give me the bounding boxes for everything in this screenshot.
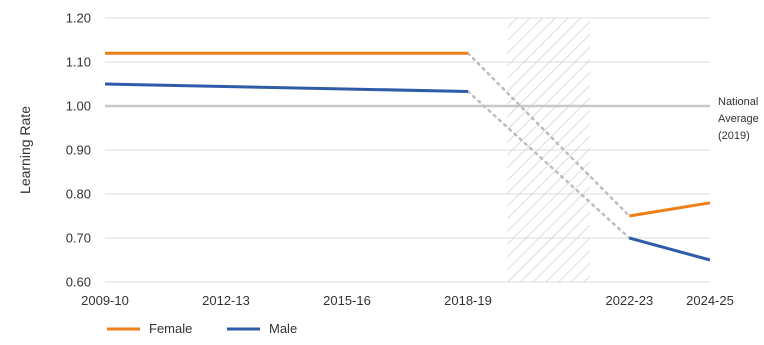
legend: Female Male [107,321,297,336]
x-tick-label: 2015-16 [323,293,371,308]
series-line-male [628,236,711,262]
legend-label-male: Male [269,321,297,336]
gap-connectors [466,51,631,240]
legend-label-female: Female [149,321,192,336]
y-tick-label: 0.60 [66,275,91,290]
reference-label-line: (2019) [718,130,750,142]
shaded-period [507,18,590,282]
series-line-male [104,82,469,93]
series-lines [104,51,711,262]
y-tick-label: 1.10 [66,55,91,70]
reference-label-line: Average [718,113,759,125]
x-tick-label: 2022-23 [605,293,653,308]
y-axis-title: Learning Rate [17,106,33,194]
x-tick-label: 2012-13 [202,293,250,308]
x-axis-ticks: 2009-10 2012-13 2015-16 2018-19 2022-23 2024-… [81,293,734,308]
y-tick-label: 1.20 [66,11,91,26]
gap-connector-female [466,51,631,218]
x-tick-label: 2018-19 [444,293,492,308]
reference-label-line: National [718,96,758,108]
y-tick-label: 1.00 [66,99,91,114]
reference-label: National Average (2019) [718,96,759,142]
x-tick-label: 2024-25 [686,293,734,308]
x-tick-label: 2009-10 [81,293,129,308]
gridlines [105,17,710,283]
y-tick-label: 0.90 [66,143,91,158]
gap-connector-male [466,90,631,240]
y-tick-label: 0.80 [66,187,91,202]
y-tick-label: 0.70 [66,231,91,246]
series-line-female [629,201,711,218]
y-axis-ticks: 0.60 0.70 0.80 0.90 1.00 1.10 1.20 [66,11,91,290]
